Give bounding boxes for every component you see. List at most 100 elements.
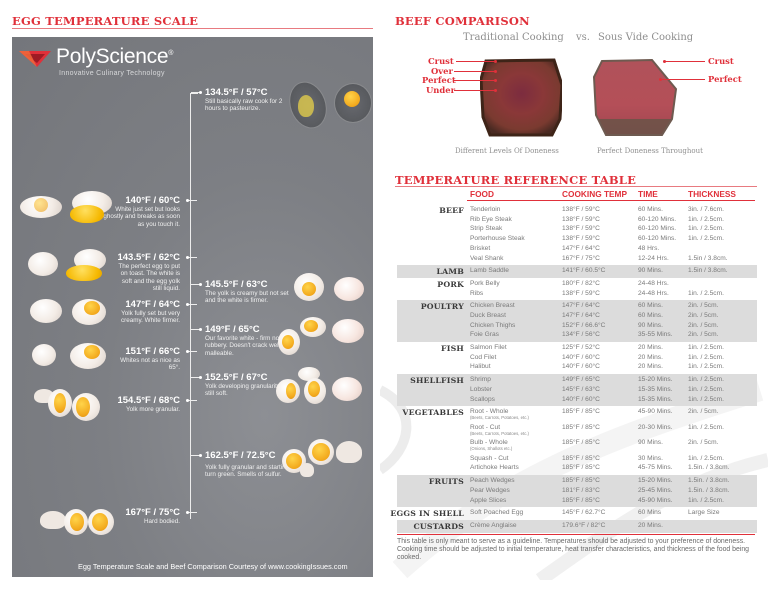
time-cell: 60 Mins. (638, 206, 663, 213)
table-disclaimer: This table is only meant to serve as a g… (397, 537, 750, 561)
cooking-temp-cell: 138°F / 59°C (562, 215, 600, 223)
table-row: Scallops 140°F / 60°C 15-35 Mins. 1in. / 2.… (397, 395, 757, 405)
egg-shell-image (40, 511, 66, 529)
thickness-cell: 2in. / 5cm. (688, 321, 719, 329)
food-cell: Duck Breast (470, 311, 506, 319)
thickness-cell: 1in. / 2.5cm. (688, 225, 724, 233)
table-row: Duck Breast 147°F / 64°C 60 Mins. 2in. / 5c… (397, 311, 757, 321)
thickness-cell: 2in. / 5cm. (688, 311, 719, 319)
leader-line (665, 61, 705, 62)
egg-yolk-image (286, 383, 296, 399)
beef-section-title: BEEF COMPARISON (395, 14, 530, 28)
egg-yolk-image (34, 198, 48, 212)
cooking-temp-cell: 145°F / 63°C (562, 385, 600, 393)
table-row: Lamb Saddle 141°F / 60.5°C 90 Mins. 1.5in /… (397, 266, 757, 276)
egg-section-rule (12, 28, 373, 29)
table-row: Salmon Filet 125°F / 52°C 20 Mins. 1in. / 2… (397, 343, 757, 353)
time-cell: 12-24 Hrs. (638, 254, 669, 262)
food-cell: Brisket (470, 244, 491, 252)
time-cell: 45-90 Mins. (638, 496, 673, 504)
leader-line (454, 90, 494, 91)
sous-vide-steak-image (592, 58, 678, 136)
food-cell: Halibut (470, 363, 491, 371)
category-label: PORK (437, 279, 464, 289)
thickness-cell: Large Size (688, 509, 720, 517)
food-cell: Crème Anglaise (470, 522, 517, 529)
leader-dot (659, 78, 662, 81)
category-label: LAMB (436, 267, 464, 277)
thickness-cell: 1.5in. / 3.8cm. (688, 477, 730, 485)
timeline-line (190, 93, 191, 519)
food-cell: Apple Slices (470, 496, 507, 504)
food-cell: Shrimp (470, 376, 491, 384)
food-cell: Rib Eye Steak (470, 215, 512, 223)
thickness-cell: 1.5in. / 3.8cm. (688, 464, 730, 472)
runny-yolk-image (66, 265, 102, 281)
egg-entry-149: 149°F / 65°C Our favorite white - firm n… (191, 324, 295, 357)
time-cell: 60 Mins. (638, 311, 663, 319)
leader-dot (494, 70, 497, 73)
header-food: FOOD (470, 189, 494, 199)
time-cell: 24-48 Hrs. (638, 289, 669, 297)
egg-image (32, 344, 56, 366)
cooking-temp-cell: 185°F / 85°C (562, 464, 600, 472)
time-cell: 60 Mins (638, 509, 662, 517)
leader-dot (494, 89, 497, 92)
header-time: TIME (638, 189, 658, 199)
egg-yolk-image (312, 443, 330, 461)
table-row: Artichoke Hearts 185°F / 85°C 45-75 Mins. 1… (397, 463, 757, 473)
food-cell: Peach Wedges (470, 477, 515, 485)
leader-dot (663, 60, 666, 63)
egg-image (332, 319, 364, 343)
header-thickness: THICKNESS (688, 189, 736, 199)
beef-subtitle-vs: vs. (576, 32, 590, 43)
egg-image (334, 277, 364, 301)
food-cell: Pork Belly (470, 279, 500, 287)
table-group-poultry: POULTRY Chicken Breast 147°F / 64°C 60 Mins… (397, 300, 757, 343)
header-rule (467, 200, 755, 201)
table-group-beef: BEEF Tenderloin 138°F / 59°C 60 Mins. 3in. /… (397, 204, 757, 265)
table-group-vegetables: VEGETABLES Root - Whole 185°F / 85°C 45-90 … (397, 406, 757, 475)
egg-image (332, 377, 362, 401)
cooking-temp-cell: 179.6°F / 82°C (562, 522, 606, 529)
time-cell: 15-35 Mins. (638, 395, 673, 403)
table-row: Brisket 147°F / 64°C 48 Hrs. (397, 244, 757, 254)
leader-line (454, 80, 494, 81)
time-cell: 60-120 Mins. (638, 235, 677, 243)
category-label: BEEF (439, 206, 464, 215)
thickness-cell: 2in. / 5cm. (688, 302, 719, 310)
cooking-temp-cell: 181°F / 83°C (562, 486, 600, 494)
food-cell: Porterhouse Steak (470, 235, 525, 243)
egg-yolk-image (84, 345, 100, 359)
table-row: Porterhouse Steak 138°F / 59°C 60-120 Mins… (397, 234, 757, 244)
cooking-temp-cell: 125°F / 52°C (562, 344, 600, 352)
raw-yolk-image (344, 91, 360, 107)
egg-yolk-image (302, 282, 316, 296)
category-label: EGGS IN SHELL (390, 509, 464, 519)
thickness-cell: 1in. / 2.5cm. (688, 344, 724, 352)
cooking-temp-cell: 185°F / 85°C (562, 496, 600, 504)
table-row: Root - Cut 185°F / 85°C 20-30 Mins. 1in. / … (397, 423, 757, 439)
egg-yolk-image (70, 513, 84, 531)
category-label: VEGETABLES (402, 408, 464, 418)
table-row: Bulb - Whole 185°F / 85°C 90 Mins. 2in. / 5… (397, 438, 757, 454)
food-cell: Artichoke Hearts (470, 464, 519, 472)
time-cell: 25-45 Mins. (638, 486, 673, 494)
leader-line (454, 71, 494, 72)
food-cell: Ribs (470, 289, 484, 297)
table-row: Veal Shank 167°F / 75°C 12-24 Hrs. 1.5in / … (397, 254, 757, 264)
food-cell: Root - Cut (470, 423, 501, 431)
timeline-cap (190, 93, 198, 94)
cooking-temp-cell: 141°F / 60.5°C (562, 267, 606, 275)
cooking-temp-cell: 138°F / 59°C (562, 289, 600, 297)
category-label: FRUITS (428, 477, 464, 487)
leader-line (456, 61, 494, 62)
food-cell: Root - Whole (470, 408, 509, 416)
time-cell: 20 Mins. (638, 363, 663, 371)
food-cell: Foie Gras (470, 331, 499, 339)
polyscience-chevron-logo-icon (19, 51, 51, 67)
table-row: Crème Anglaise 179.6°F / 82°C 20 Mins. (397, 521, 757, 531)
logo-wordmark: PolyScience® (56, 45, 174, 68)
table-row: Root - Whole 185°F / 85°C 45-90 Mins. 2in. … (397, 407, 757, 423)
egg-credit-text: Egg Temperature Scale and Beef Compariso… (78, 562, 348, 571)
